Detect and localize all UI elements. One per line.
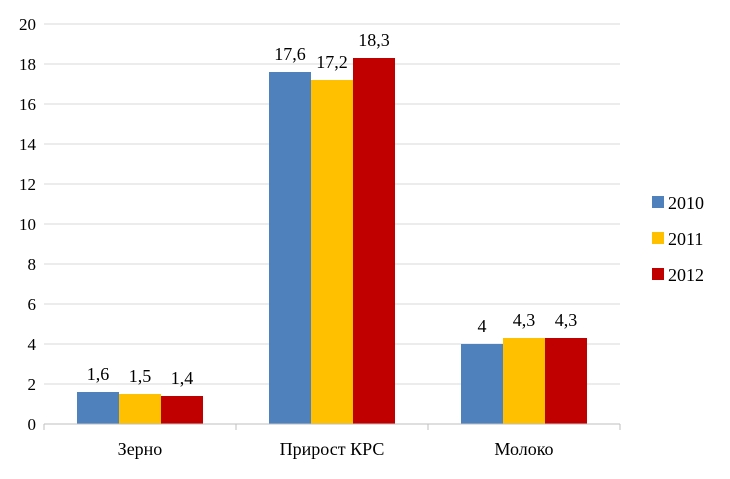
- legend-label: 2011: [668, 229, 703, 249]
- y-tick-label: 0: [28, 415, 37, 434]
- data-label: 4: [478, 316, 487, 336]
- bar: [269, 72, 311, 424]
- y-tick-label: 20: [19, 15, 36, 34]
- y-tick-label: 6: [28, 295, 37, 314]
- legend-label: 2012: [668, 265, 704, 285]
- bar: [77, 392, 119, 424]
- x-axis: [43, 423, 621, 430]
- y-tick-label: 12: [19, 175, 36, 194]
- data-labels: 1,6 1,5 1,4 17,6 17,2 18,3 4 4,3 4,3: [87, 30, 578, 388]
- category-label: Зерно: [118, 439, 163, 459]
- legend: 2010 2011 2012: [652, 193, 704, 285]
- category-label: Прирост КРС: [280, 439, 385, 459]
- data-label: 17,6: [274, 44, 306, 64]
- y-tick-label: 16: [19, 95, 36, 114]
- data-label: 4,3: [555, 310, 578, 330]
- y-tick-label: 18: [19, 55, 36, 74]
- data-label: 1,4: [171, 368, 194, 388]
- bar: [353, 58, 395, 424]
- bar: [161, 396, 203, 424]
- y-tick-label: 4: [28, 335, 37, 354]
- y-tick-label: 8: [28, 255, 37, 274]
- category-label: Молоко: [494, 439, 553, 459]
- legend-swatch: [652, 268, 664, 280]
- data-label: 18,3: [358, 30, 390, 50]
- y-tick-label: 10: [19, 215, 36, 234]
- bar: [545, 338, 587, 424]
- data-label: 1,6: [87, 364, 110, 384]
- legend-swatch: [652, 232, 664, 244]
- data-label: 1,5: [129, 366, 152, 386]
- bars: [77, 58, 587, 424]
- bar: [119, 394, 161, 424]
- data-label: 4,3: [513, 310, 536, 330]
- legend-swatch: [652, 196, 664, 208]
- data-label: 17,2: [316, 52, 348, 72]
- y-tick-label: 2: [28, 375, 37, 394]
- y-tick-label: 14: [19, 135, 37, 154]
- y-axis-ticks: 0 2 4 6 8 10 12 14 16 18 20: [19, 15, 37, 434]
- bar: [461, 344, 503, 424]
- bar: [311, 80, 353, 424]
- category-labels: Зерно Прирост КРС Молоко: [118, 439, 554, 459]
- bar: [503, 338, 545, 424]
- legend-label: 2010: [668, 193, 704, 213]
